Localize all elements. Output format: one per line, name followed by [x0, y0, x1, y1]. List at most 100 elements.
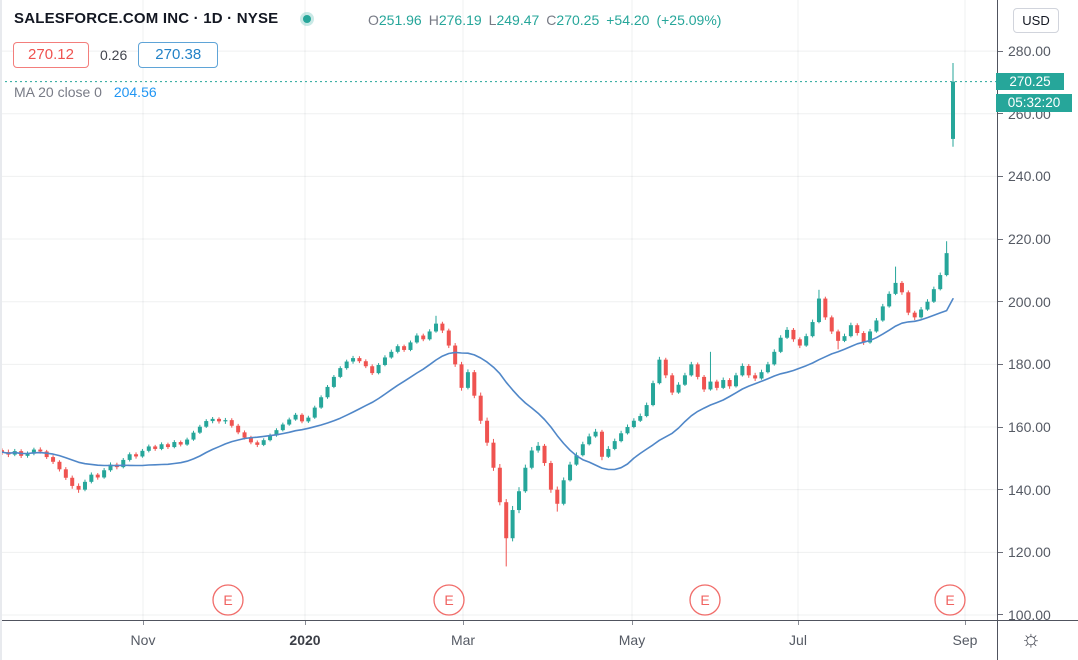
- ma-indicator-legend[interactable]: MA 20 close 0 204.56: [14, 84, 157, 100]
- candle-body: [880, 306, 885, 321]
- ask-button[interactable]: 270.38: [138, 42, 219, 68]
- candle-body: [612, 441, 617, 449]
- currency-button[interactable]: USD: [1013, 8, 1059, 33]
- candle-body: [727, 380, 732, 387]
- candle-body: [510, 510, 515, 539]
- market-status-dot-icon[interactable]: [300, 11, 315, 26]
- candle-body: [778, 337, 783, 352]
- earnings-marker[interactable]: E: [212, 584, 244, 616]
- candle-body: [95, 474, 100, 478]
- candle-body: [255, 442, 260, 445]
- candle-body: [536, 445, 541, 451]
- candle-body: [51, 457, 56, 462]
- time-tick-label: May: [618, 632, 646, 648]
- candle-body: [619, 433, 624, 442]
- candle-body: [236, 425, 241, 433]
- time-tick-mark: [143, 621, 144, 625]
- price-tick-mark: [998, 238, 1003, 240]
- candle-body: [785, 329, 790, 338]
- candle-body: [797, 339, 802, 346]
- price-tick-label: 180.00: [1008, 356, 1051, 373]
- widget-left-edge: [0, 0, 2, 660]
- candle-body: [414, 335, 419, 343]
- high-value: 276.19: [438, 12, 482, 28]
- candle-body: [848, 325, 853, 337]
- candle-body: [772, 351, 777, 365]
- candle-body: [82, 481, 87, 490]
- candle-body: [555, 489, 560, 504]
- candle-body: [644, 405, 649, 417]
- candle-body: [887, 293, 892, 307]
- candle-body: [753, 375, 758, 379]
- candle-body: [108, 464, 113, 471]
- time-axis[interactable]: Nov 2020 Mar May Jul Sep: [0, 620, 1078, 660]
- time-tick-mark: [463, 621, 464, 625]
- candle-body: [331, 376, 336, 387]
- ma20-line: [1, 298, 954, 471]
- candle-body: [906, 292, 911, 313]
- price-tick-mark: [998, 489, 1003, 491]
- candle-body: [242, 432, 247, 438]
- candle-body: [306, 417, 311, 422]
- candle-body: [344, 361, 349, 369]
- time-tick-label: Nov: [130, 632, 156, 648]
- candle-body: [478, 395, 483, 421]
- close-label: C: [546, 12, 557, 28]
- price-tick-label: 160.00: [1008, 419, 1051, 435]
- candle-body: [185, 439, 190, 445]
- candle-body: [682, 375, 687, 385]
- axis-divider: [997, 621, 998, 660]
- candle-body: [599, 431, 604, 457]
- earnings-marker[interactable]: E: [433, 584, 465, 616]
- time-tick-mark: [798, 621, 799, 625]
- candle-body: [421, 335, 426, 340]
- ma-label: MA 20 close 0: [14, 84, 102, 100]
- candle-body: [733, 375, 738, 387]
- bar-countdown: 05:32:20: [996, 94, 1072, 113]
- candle-body: [855, 325, 860, 334]
- candle-body: [402, 346, 407, 350]
- candle-body: [102, 470, 107, 478]
- price-tick-mark: [998, 113, 1003, 115]
- price-tick-mark: [998, 50, 1003, 52]
- candle-body: [217, 418, 222, 422]
- spread-value: 0.26: [100, 47, 128, 63]
- earnings-letter: E: [945, 592, 954, 608]
- price-axis[interactable]: USD 280.00 260.00 240.00 220.00 200.00 180.00…: [996, 0, 1078, 623]
- open-value: 251.96: [378, 12, 422, 28]
- candle-body: [708, 381, 713, 390]
- candle-body: [159, 444, 164, 449]
- earnings-marker[interactable]: E: [934, 584, 966, 616]
- candle-body: [229, 420, 234, 426]
- candle-body: [25, 453, 30, 456]
- candle-body: [382, 357, 387, 365]
- candle-body: [357, 358, 362, 362]
- time-tick-mark: [632, 621, 633, 625]
- settings-gear-icon[interactable]: ☼: [1020, 625, 1042, 651]
- candle-body: [663, 359, 668, 376]
- candle-body: [919, 309, 924, 318]
- symbol-title[interactable]: SALESFORCE.COM INC · 1D · NYSE: [14, 10, 279, 27]
- candle-body: [370, 366, 375, 374]
- earnings-marker[interactable]: E: [689, 584, 721, 616]
- candle-body: [874, 320, 879, 332]
- candle-body: [523, 467, 528, 492]
- candle-body: [268, 435, 273, 441]
- candle-body: [893, 282, 898, 294]
- candle-body: [363, 361, 368, 367]
- time-tick-label: Sep: [952, 632, 978, 648]
- candle-body: [606, 448, 611, 457]
- high-label: H: [428, 12, 439, 28]
- candle-body: [759, 372, 764, 379]
- candle-body: [676, 384, 681, 393]
- candle-body: [293, 414, 298, 420]
- time-tick-label: Jul: [789, 632, 807, 648]
- candle-body: [842, 336, 847, 341]
- price-tick-mark: [998, 426, 1003, 428]
- bid-button[interactable]: 270.12: [13, 42, 89, 68]
- candle-body: [587, 436, 592, 445]
- candle-body: [165, 444, 170, 448]
- price-tick-mark: [998, 301, 1003, 303]
